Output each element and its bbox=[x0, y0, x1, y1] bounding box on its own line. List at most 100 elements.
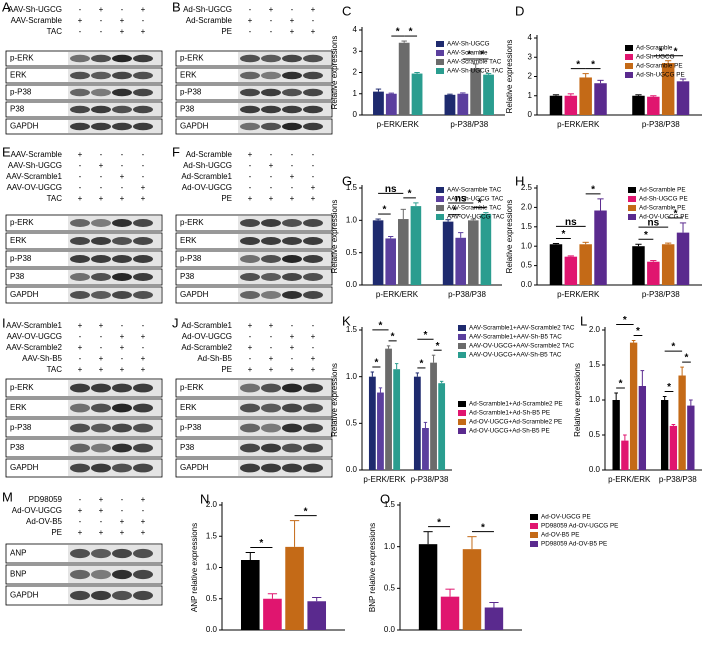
band-label: P38 bbox=[180, 272, 195, 281]
blot-band bbox=[282, 463, 302, 473]
bar bbox=[470, 68, 482, 115]
band-label: ERK bbox=[10, 71, 27, 80]
condition-sign: + bbox=[78, 528, 83, 537]
band-label: P38 bbox=[180, 443, 195, 452]
error-bar bbox=[388, 92, 395, 94]
condition-sign: + bbox=[99, 528, 104, 537]
legend-label: PD98059 Ad-OV-UGCG PE bbox=[541, 523, 618, 530]
blot-band bbox=[112, 569, 132, 580]
panel-letter: O bbox=[380, 491, 390, 506]
blot-band bbox=[240, 383, 260, 393]
bar bbox=[468, 220, 479, 285]
condition-label: Ad-OV-UGCG bbox=[12, 506, 62, 515]
legend-label: Ad-OV-UGCG PE bbox=[541, 514, 591, 521]
condition-label: AAV-OV-UGCG bbox=[7, 332, 62, 341]
significance-label: * bbox=[396, 27, 400, 38]
blot-band bbox=[70, 54, 90, 63]
panel-letter: L bbox=[580, 313, 587, 328]
error-bar bbox=[623, 434, 627, 441]
significance-label: * bbox=[685, 353, 689, 364]
blot-band bbox=[282, 88, 302, 97]
significance-label: * bbox=[378, 321, 382, 332]
blot-band bbox=[303, 88, 323, 97]
condition-sign: + bbox=[141, 5, 146, 14]
blot-band bbox=[261, 54, 281, 63]
bar bbox=[385, 93, 397, 115]
blot-band bbox=[133, 443, 153, 453]
blot-band bbox=[303, 291, 323, 299]
condition-sign: - bbox=[79, 332, 82, 341]
condition-sign: + bbox=[290, 194, 295, 203]
error-bar bbox=[582, 73, 589, 78]
band-label: GAPDH bbox=[180, 290, 209, 299]
condition-sign: + bbox=[248, 343, 253, 352]
blot-band bbox=[303, 71, 323, 80]
condition-sign: - bbox=[79, 354, 82, 363]
condition-sign: - bbox=[142, 150, 145, 159]
condition-sign: - bbox=[142, 506, 145, 515]
band-label: p-P38 bbox=[180, 88, 202, 97]
blot-band bbox=[240, 88, 260, 97]
blot-band bbox=[112, 54, 132, 63]
significance-label: * bbox=[467, 50, 471, 61]
legend-label: AAV-Sh-UGCG bbox=[447, 41, 490, 48]
condition-sign: - bbox=[312, 16, 315, 25]
blot-band bbox=[261, 219, 281, 227]
condition-sign: + bbox=[99, 161, 104, 170]
condition-sign: + bbox=[78, 321, 83, 330]
panel-letter: K bbox=[342, 313, 351, 328]
band-label: ERK bbox=[180, 403, 197, 412]
band-label: p-ERK bbox=[180, 54, 204, 63]
blot-band bbox=[303, 423, 323, 433]
error-bar bbox=[470, 218, 476, 221]
condition-sign: - bbox=[121, 5, 124, 14]
condition-sign: + bbox=[99, 365, 104, 374]
significance-label: * bbox=[659, 46, 663, 57]
condition-sign: + bbox=[78, 506, 83, 515]
bar bbox=[480, 213, 492, 285]
bar bbox=[440, 596, 460, 630]
y-tick-label: 3 bbox=[353, 46, 358, 55]
y-tick-label: 0.5 bbox=[346, 248, 358, 257]
panel-letter: J bbox=[172, 315, 179, 330]
blot-band bbox=[91, 237, 111, 245]
bar bbox=[422, 428, 429, 470]
legend-swatch bbox=[458, 325, 466, 331]
significance-label: * bbox=[481, 522, 485, 533]
condition-sign: + bbox=[269, 365, 274, 374]
blot-band bbox=[282, 403, 302, 413]
error-bar bbox=[671, 424, 676, 426]
legend-swatch bbox=[458, 410, 466, 416]
significance-label: * bbox=[409, 27, 413, 38]
condition-sign: + bbox=[99, 321, 104, 330]
condition-sign: + bbox=[141, 194, 146, 203]
condition-label: Ad-Sh-UGCG bbox=[183, 5, 232, 14]
condition-sign: - bbox=[100, 517, 103, 526]
blot-band bbox=[112, 548, 132, 559]
blot-band bbox=[91, 54, 111, 63]
y-tick-label: 0 bbox=[528, 110, 533, 119]
condition-sign: + bbox=[78, 343, 83, 352]
blot-band bbox=[282, 255, 302, 263]
legend-label: AAV-Scramble bbox=[447, 50, 488, 57]
error-bar bbox=[375, 218, 381, 221]
legend-label: AAV-Sh-UGCG TAC bbox=[447, 196, 504, 203]
condition-sign: - bbox=[121, 321, 124, 330]
significance-label: * bbox=[437, 517, 441, 528]
bar bbox=[564, 95, 578, 115]
error-bar bbox=[431, 354, 436, 363]
condition-sign: - bbox=[121, 150, 124, 159]
error-bar bbox=[472, 63, 479, 69]
y-tick-label: 2.0 bbox=[589, 325, 601, 334]
bar bbox=[579, 77, 592, 115]
y-tick-label: 0.5 bbox=[346, 418, 358, 427]
blot-band bbox=[70, 255, 90, 263]
condition-sign: + bbox=[290, 172, 295, 181]
error-bar bbox=[289, 520, 300, 547]
legend-label: AAV-Scramble1+AAV-Sh-B5 TAC bbox=[469, 334, 562, 341]
condition-sign: + bbox=[141, 517, 146, 526]
condition-sign: + bbox=[99, 5, 104, 14]
condition-sign: - bbox=[312, 150, 315, 159]
condition-sign: - bbox=[142, 172, 145, 181]
y-tick-label: 2.0 bbox=[206, 500, 218, 509]
